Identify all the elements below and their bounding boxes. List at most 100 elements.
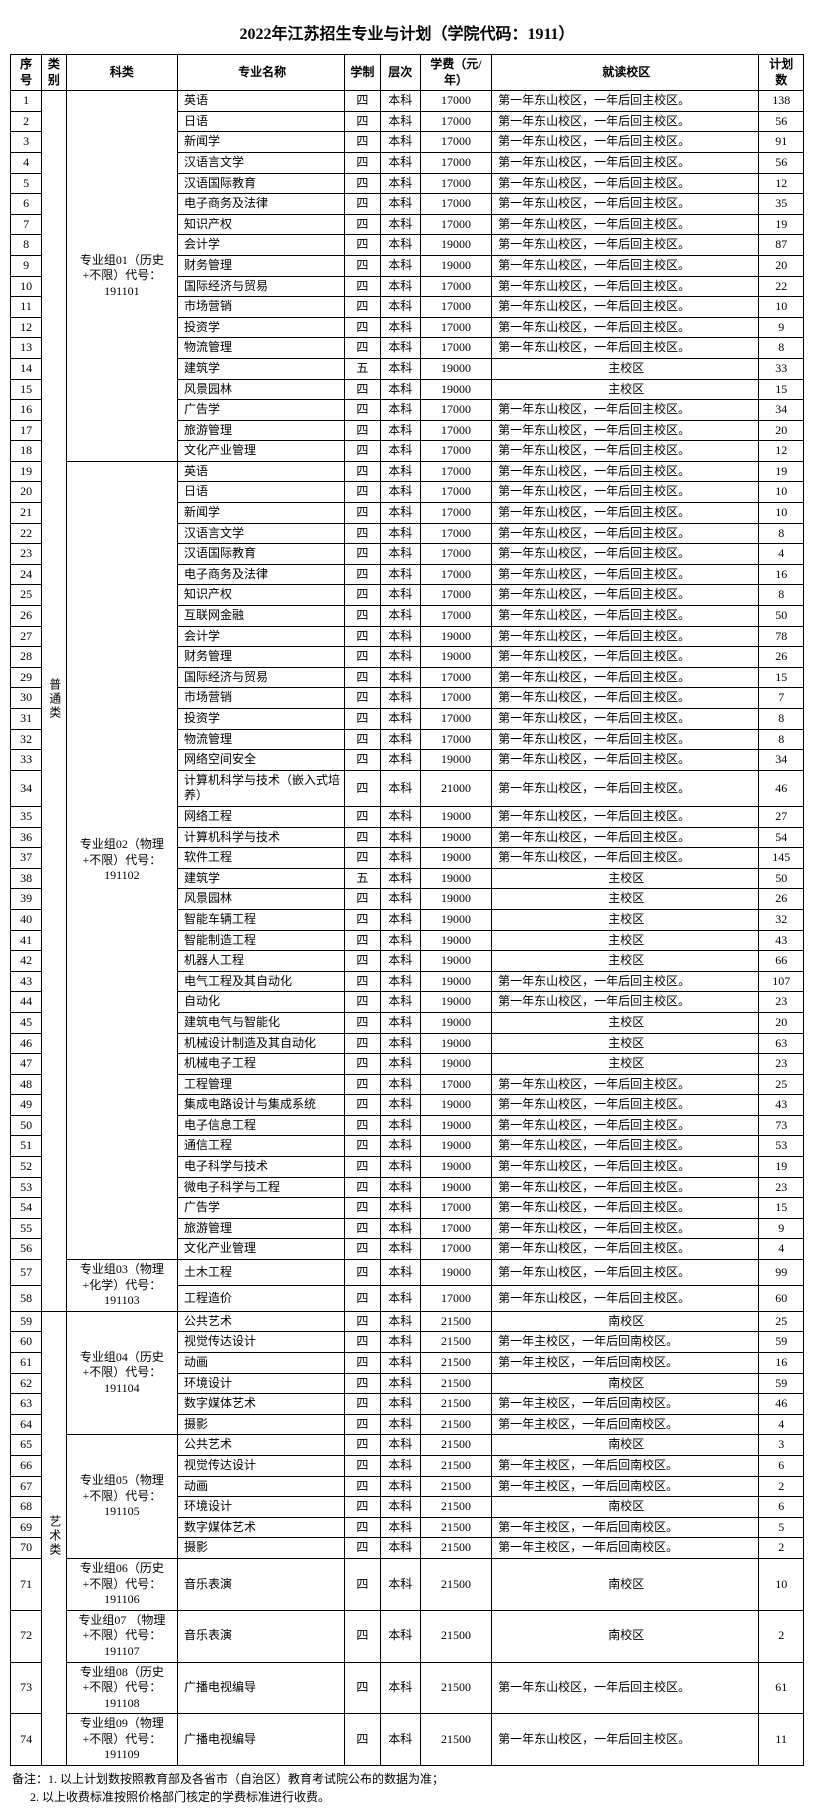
cell-seq: 73 — [11, 1662, 42, 1714]
table-row: 57专业组03（物理+化学）代号：191103土木工程四本科19000第一年东山… — [11, 1260, 804, 1286]
header-category: 类别 — [42, 55, 67, 91]
cell-seq: 65 — [11, 1435, 42, 1456]
cell-system: 四 — [345, 1285, 381, 1311]
cell-plan: 23 — [759, 1177, 804, 1198]
cell-fee: 17000 — [420, 585, 491, 606]
cell-major: 建筑学 — [178, 358, 345, 379]
cell-campus: 第一年东山校区，一年后回主校区。 — [492, 173, 759, 194]
cell-campus: 第一年东山校区，一年后回主校区。 — [492, 1136, 759, 1157]
cell-campus: 第一年东山校区，一年后回主校区。 — [492, 647, 759, 668]
cell-plan: 20 — [759, 1012, 804, 1033]
cell-plan: 15 — [759, 1198, 804, 1219]
header-row: 序号 类别 科类 专业名称 学制 层次 学费（元/年） 就读校区 计划数 — [11, 55, 804, 91]
cell-campus: 第一年主校区，一年后回南校区。 — [492, 1414, 759, 1435]
cell-major: 音乐表演 — [178, 1610, 345, 1662]
cell-major: 国际经济与贸易 — [178, 276, 345, 297]
cell-level: 本科 — [380, 750, 420, 771]
cell-system: 四 — [345, 400, 381, 421]
cell-campus: 第一年东山校区，一年后回主校区。 — [492, 1218, 759, 1239]
enrollment-table: 序号 类别 科类 专业名称 学制 层次 学费（元/年） 就读校区 计划数 1普通… — [10, 54, 804, 1766]
cell-level: 本科 — [380, 441, 420, 462]
cell-plan: 8 — [759, 729, 804, 750]
cell-level: 本科 — [380, 1285, 420, 1311]
cell-level: 本科 — [380, 626, 420, 647]
header-system: 学制 — [345, 55, 381, 91]
cell-campus: 第一年东山校区，一年后回主校区。 — [492, 317, 759, 338]
cell-level: 本科 — [380, 1558, 420, 1610]
cell-campus: 第一年主校区，一年后回南校区。 — [492, 1353, 759, 1374]
cell-major: 自动化 — [178, 992, 345, 1013]
cell-seq: 58 — [11, 1285, 42, 1311]
cell-fee: 17000 — [420, 544, 491, 565]
cell-system: 四 — [345, 930, 381, 951]
cell-seq: 11 — [11, 297, 42, 318]
cell-seq: 29 — [11, 667, 42, 688]
cell-major: 文化产业管理 — [178, 441, 345, 462]
cell-campus: 第一年东山校区，一年后回主校区。 — [492, 1074, 759, 1095]
cell-campus: 第一年东山校区，一年后回主校区。 — [492, 482, 759, 503]
cell-fee: 19000 — [420, 868, 491, 889]
cell-major: 智能制造工程 — [178, 930, 345, 951]
cell-seq: 33 — [11, 750, 42, 771]
header-seq: 序号 — [11, 55, 42, 91]
cell-category: 艺术类 — [42, 1311, 67, 1765]
cell-campus: 第一年东山校区，一年后回主校区。 — [492, 235, 759, 256]
cell-major: 广播电视编导 — [178, 1662, 345, 1714]
cell-plan: 99 — [759, 1260, 804, 1286]
cell-seq: 47 — [11, 1054, 42, 1075]
cell-plan: 10 — [759, 1558, 804, 1610]
cell-fee: 17000 — [420, 482, 491, 503]
cell-level: 本科 — [380, 564, 420, 585]
notes-prefix: 备注： — [12, 1772, 48, 1786]
cell-seq: 62 — [11, 1373, 42, 1394]
cell-fee: 19000 — [420, 889, 491, 910]
cell-fee: 17000 — [420, 338, 491, 359]
cell-major: 互联网金融 — [178, 606, 345, 627]
cell-major: 风景园林 — [178, 889, 345, 910]
cell-plan: 43 — [759, 930, 804, 951]
cell-system: 四 — [345, 564, 381, 585]
cell-system: 四 — [345, 503, 381, 524]
cell-plan: 60 — [759, 1285, 804, 1311]
cell-major: 工程造价 — [178, 1285, 345, 1311]
cell-system: 四 — [345, 111, 381, 132]
cell-major: 旅游管理 — [178, 1218, 345, 1239]
cell-system: 四 — [345, 1218, 381, 1239]
cell-fee: 19000 — [420, 827, 491, 848]
cell-major: 摄影 — [178, 1414, 345, 1435]
cell-fee: 17000 — [420, 461, 491, 482]
cell-seq: 52 — [11, 1157, 42, 1178]
cell-plan: 66 — [759, 951, 804, 972]
cell-campus: 第一年东山校区，一年后回主校区。 — [492, 1095, 759, 1116]
cell-seq: 45 — [11, 1012, 42, 1033]
cell-campus: 第一年东山校区，一年后回主校区。 — [492, 564, 759, 585]
table-row: 1普通类专业组01（历史+不限）代号：191101英语四本科17000第一年东山… — [11, 91, 804, 112]
cell-plan: 33 — [759, 358, 804, 379]
cell-seq: 55 — [11, 1218, 42, 1239]
cell-system: 四 — [345, 1353, 381, 1374]
cell-level: 本科 — [380, 585, 420, 606]
cell-plan: 19 — [759, 461, 804, 482]
cell-major: 汉语言文学 — [178, 152, 345, 173]
cell-campus: 第一年主校区，一年后回南校区。 — [492, 1394, 759, 1415]
cell-level: 本科 — [380, 667, 420, 688]
cell-system: 四 — [345, 461, 381, 482]
cell-seq: 34 — [11, 770, 42, 806]
cell-major: 微电子科学与工程 — [178, 1177, 345, 1198]
cell-level: 本科 — [380, 1610, 420, 1662]
cell-major: 计算机科学与技术（嵌入式培养） — [178, 770, 345, 806]
table-row: 73专业组08（历史+不限）代号：191108广播电视编导四本科21500第一年… — [11, 1662, 804, 1714]
cell-campus: 主校区 — [492, 909, 759, 930]
cell-seq: 27 — [11, 626, 42, 647]
cell-level: 本科 — [380, 1538, 420, 1559]
cell-seq: 38 — [11, 868, 42, 889]
cell-system: 四 — [345, 1435, 381, 1456]
cell-seq: 17 — [11, 420, 42, 441]
cell-level: 本科 — [380, 1517, 420, 1538]
cell-level: 本科 — [380, 868, 420, 889]
cell-fee: 19000 — [420, 750, 491, 771]
cell-fee: 21500 — [420, 1311, 491, 1332]
cell-seq: 61 — [11, 1353, 42, 1374]
cell-seq: 31 — [11, 709, 42, 730]
cell-plan: 20 — [759, 420, 804, 441]
